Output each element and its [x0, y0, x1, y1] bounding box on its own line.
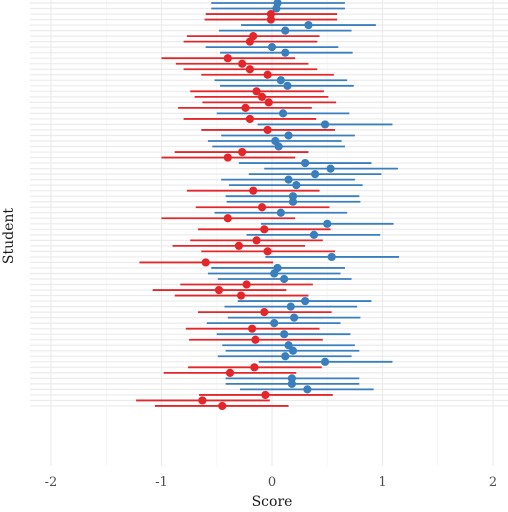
point-estimate: [274, 142, 283, 151]
point-estimate: [242, 280, 251, 289]
point-estimate: [309, 230, 319, 239]
point-estimate: [238, 59, 247, 68]
point-estimate: [281, 48, 290, 57]
point-estimate: [303, 385, 312, 394]
x-axis-ticks: -2 -1 0 1 2: [45, 475, 497, 490]
x-tick-label: -1: [155, 475, 168, 490]
point-estimate: [286, 302, 295, 311]
point-estimate: [284, 175, 293, 184]
vertical-grid: [50, 0, 494, 466]
point-estimate: [280, 274, 289, 284]
point-estimate: [263, 70, 272, 79]
point-estimate: [236, 291, 246, 300]
point-estimate: [250, 363, 259, 372]
point-estimate: [320, 120, 330, 129]
point-estimate: [280, 330, 289, 339]
point-estimate: [248, 324, 257, 333]
point-estimate: [310, 170, 320, 179]
point-estimate: [249, 186, 258, 195]
point-estimate: [320, 357, 330, 366]
point-estimate: [284, 341, 293, 350]
point-estimate: [225, 368, 235, 377]
point-estimate: [301, 158, 310, 168]
point-estimate: [263, 247, 272, 256]
point-estimate: [267, 43, 277, 52]
y-axis-title: Student: [1, 208, 17, 264]
point-estimate: [270, 319, 279, 328]
point-estimate: [272, 4, 281, 13]
point-estimate: [223, 214, 232, 223]
point-estimate: [257, 92, 267, 101]
point-estimate: [287, 379, 296, 388]
x-tick-label: 0: [268, 475, 276, 490]
point-estimate: [266, 15, 275, 24]
point-estimate: [270, 269, 279, 278]
point-estimate: [304, 20, 313, 30]
point-estimate: [281, 352, 290, 361]
point-estimate: [281, 26, 290, 35]
point-estimate: [260, 225, 269, 234]
point-estimate: [260, 308, 269, 317]
x-tick-label: 1: [378, 475, 386, 490]
point-estimate: [301, 296, 310, 306]
x-tick-label: 2: [489, 475, 497, 490]
point-estimate: [290, 313, 299, 322]
point-estimate: [251, 335, 260, 344]
point-estimate: [241, 103, 250, 112]
point-estimate: [323, 219, 332, 228]
x-tick-label: -2: [45, 475, 58, 490]
point-estimate: [234, 241, 243, 250]
point-estimate: [223, 153, 232, 162]
point-estimate: [284, 131, 293, 140]
point-estimate: [252, 236, 261, 245]
point-estimate: [238, 147, 247, 157]
point-estimate: [261, 390, 270, 400]
point-estimate: [278, 109, 288, 118]
point-estimate: [245, 37, 254, 46]
point-estimate: [288, 197, 298, 206]
point-estimate: [263, 125, 272, 135]
point-estimate: [223, 54, 232, 63]
point-estimate: [198, 396, 207, 405]
point-estimate: [264, 98, 273, 107]
point-estimate: [327, 252, 336, 262]
point-estimate: [326, 164, 335, 173]
point-estimate: [283, 81, 292, 90]
point-estimate: [292, 181, 301, 190]
point-estimate: [288, 346, 298, 355]
point-estimate: [252, 87, 261, 96]
point-estimate: [218, 401, 227, 411]
point-estimate: [201, 258, 210, 267]
x-axis-title: Score: [252, 494, 293, 510]
student-intervals: [136, 0, 400, 411]
point-estimate: [257, 203, 267, 212]
point-estimate: [276, 208, 285, 217]
point-estimate: [245, 114, 254, 124]
point-estimate: [276, 76, 285, 85]
point-estimate: [245, 65, 254, 74]
point-estimate: [214, 285, 224, 295]
